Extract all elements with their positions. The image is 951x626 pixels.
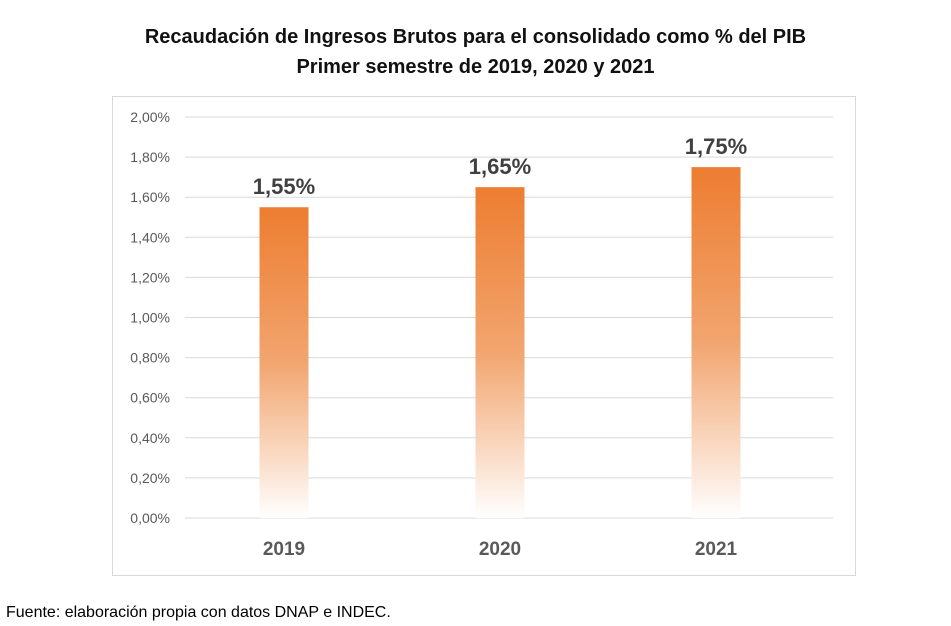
data-label: 1,75% <box>685 134 747 159</box>
x-tick-label: 2021 <box>695 539 738 560</box>
subtitle-line: Primer semestre de 2019, 2020 y 2021 <box>296 56 655 78</box>
y-tick-label: 0,40% <box>130 430 170 446</box>
y-tick-label: 1,40% <box>130 229 170 245</box>
y-tick-label: 0,20% <box>130 470 170 486</box>
x-tick-label: 2020 <box>479 539 521 560</box>
data-label: 1,65% <box>469 154 531 179</box>
x-tick-label: 2019 <box>263 539 305 560</box>
chart-frame <box>112 96 856 576</box>
data-label: 1,55% <box>253 174 315 199</box>
y-tick-label: 0,80% <box>130 350 170 366</box>
bar-2019 <box>259 207 309 518</box>
y-tick-label: 1,80% <box>130 149 170 165</box>
title-line: Recaudación de Ingresos Brutos para el c… <box>144 26 807 48</box>
y-tick-label: 0,00% <box>130 510 170 526</box>
y-tick-label: 1,00% <box>130 310 170 326</box>
y-tick-label: 0,60% <box>130 390 170 406</box>
bar-2021 <box>691 167 741 518</box>
chart-title: Recaudación de Ingresos Brutos para el c… <box>0 22 951 82</box>
y-tick-label: 1,60% <box>130 189 170 205</box>
bar-2020 <box>475 187 525 519</box>
y-tick-label: 1,20% <box>130 269 170 285</box>
source-note: Fuente: elaboración propia con datos DNA… <box>6 604 391 621</box>
y-tick-label: 2,00% <box>130 109 170 125</box>
